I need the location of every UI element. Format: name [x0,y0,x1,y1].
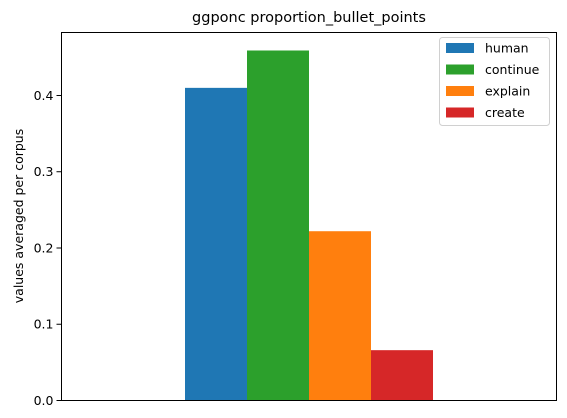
legend: human continue explain create [439,37,550,126]
legend-label-human: human [485,41,529,56]
legend-label-create: create [485,105,525,120]
legend-swatch-create [446,107,474,118]
bar-continue [247,50,309,401]
y-tick-label: 0.4 [34,88,54,103]
bar-create [371,350,433,401]
y-axis-ticks: 0.0 0.1 0.2 0.3 0.4 [34,88,62,408]
chart-title: ggponc proportion_bullet_points [192,10,426,26]
bar-human [185,87,247,401]
y-axis-label: values averaged per corpus [11,129,26,303]
legend-swatch-continue [446,64,474,75]
y-tick-label: 0.2 [34,240,54,255]
legend-swatch-explain [446,86,474,96]
legend-swatch-human [446,43,474,53]
legend-label-continue: continue [485,62,540,77]
y-tick-label: 0.0 [34,393,54,408]
y-tick-label: 0.1 [34,317,54,332]
plot-frame [61,32,557,401]
y-tick-label: 0.3 [34,164,54,179]
legend-frame [439,37,550,126]
legend-label-explain: explain [485,84,530,99]
bar-explain [309,231,371,401]
bars-group [185,50,433,401]
